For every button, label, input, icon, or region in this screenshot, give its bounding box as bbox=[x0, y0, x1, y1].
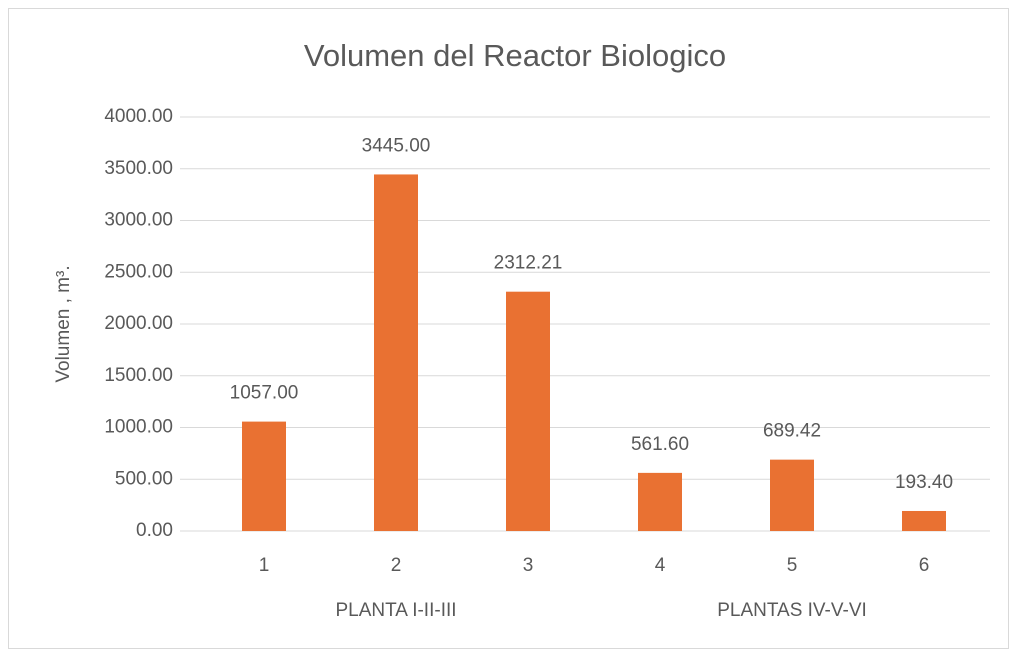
y-tick-label: 3500.00 bbox=[104, 158, 173, 179]
data-label: 2312.21 bbox=[494, 253, 563, 274]
x-tick-label: 5 bbox=[787, 555, 798, 576]
x-tick-label: 4 bbox=[655, 555, 666, 576]
y-tick-label: 1000.00 bbox=[104, 417, 173, 438]
bar bbox=[902, 510, 946, 531]
y-axis-label: Volumen , m³. bbox=[53, 265, 74, 382]
chart-title: Volumen del Reactor Biologico bbox=[304, 38, 726, 73]
group-label: PLANTAS IV-V-VI bbox=[717, 600, 867, 621]
data-label: 1057.00 bbox=[230, 383, 299, 404]
data-label: 561.60 bbox=[631, 434, 689, 455]
group-label: PLANTA I-II-III bbox=[335, 600, 456, 621]
y-tick-label: 2500.00 bbox=[104, 261, 173, 282]
data-label: 689.42 bbox=[763, 421, 821, 442]
y-tick-label: 0.00 bbox=[136, 520, 173, 541]
data-label: 3445.00 bbox=[362, 135, 431, 156]
bar bbox=[506, 291, 550, 531]
data-label: 193.40 bbox=[895, 472, 953, 493]
y-tick-label: 4000.00 bbox=[104, 106, 173, 127]
x-tick-label: 3 bbox=[523, 555, 534, 576]
y-tick-label: 1500.00 bbox=[104, 365, 173, 386]
x-tick-label: 1 bbox=[259, 555, 270, 576]
bar bbox=[374, 174, 418, 531]
y-tick-label: 2000.00 bbox=[104, 313, 173, 334]
bar bbox=[770, 459, 814, 531]
y-tick-label: 3000.00 bbox=[104, 210, 173, 231]
y-tick-label: 500.00 bbox=[115, 468, 173, 489]
x-tick-label: 2 bbox=[391, 555, 402, 576]
x-tick-label: 6 bbox=[919, 555, 930, 576]
bar bbox=[638, 472, 682, 531]
bar bbox=[242, 421, 286, 531]
